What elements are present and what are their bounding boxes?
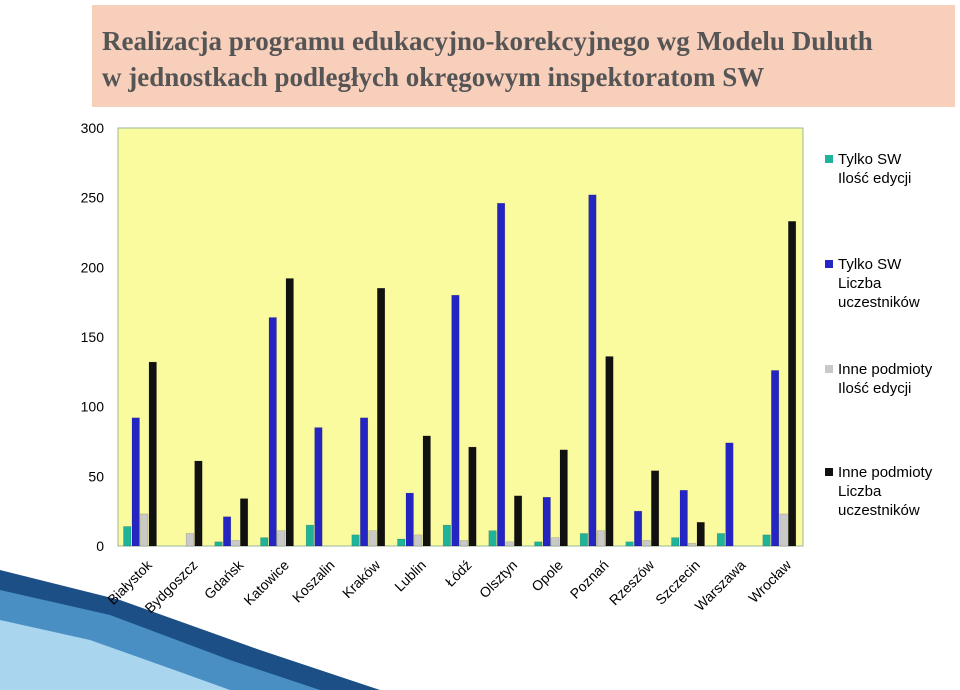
bar [788, 221, 797, 547]
legend-label: Inne podmioty Liczba uczestników [838, 464, 933, 519]
x-tick-label: Katowice [240, 557, 292, 609]
bar [223, 516, 232, 547]
bar [551, 537, 560, 547]
bar [779, 513, 788, 547]
bar [194, 460, 203, 547]
bar [488, 530, 497, 547]
bar [131, 417, 140, 547]
bar [414, 534, 423, 547]
bar [185, 533, 194, 547]
bar [148, 361, 157, 547]
legend-swatch [825, 468, 833, 476]
bar [214, 541, 223, 547]
bar [377, 287, 386, 547]
bar [514, 495, 523, 547]
x-tick-label: Wrocław [745, 556, 795, 606]
bar [579, 533, 588, 547]
bar [140, 513, 149, 547]
y-tick-label: 50 [88, 468, 104, 484]
bar [442, 524, 451, 547]
x-tick-label: Poznań [567, 557, 612, 602]
x-tick-label: Kraków [339, 556, 384, 601]
bar [625, 541, 634, 547]
bar [588, 194, 597, 547]
bar [277, 530, 286, 547]
bar [679, 490, 688, 547]
y-tick-label: 200 [81, 259, 105, 275]
bar [696, 522, 705, 547]
bar [762, 534, 771, 547]
legend-label: Tylko SW Liczba uczestników [838, 256, 920, 311]
chart-title: Realizacja programu edukacyjno-korekcyjn… [92, 5, 955, 107]
bar [688, 542, 697, 547]
bar [534, 541, 543, 547]
x-tick-label: Lublin [391, 557, 429, 595]
bar [422, 435, 431, 547]
bar [368, 530, 377, 547]
bar [351, 534, 360, 547]
x-tick-label: Rzeszów [606, 556, 658, 608]
bar [642, 540, 651, 547]
y-tick-label: 150 [81, 329, 105, 345]
bar [305, 524, 314, 547]
bar [716, 533, 725, 547]
y-tick-label: 0 [96, 538, 104, 554]
bar [451, 294, 460, 547]
bar [360, 417, 369, 547]
decoration [0, 620, 230, 690]
x-tick-label: Olsztyn [476, 557, 520, 601]
y-tick-label: 300 [81, 120, 105, 136]
bar [314, 427, 323, 547]
bar [671, 537, 680, 547]
legend-swatch [825, 260, 833, 268]
bar [651, 470, 660, 547]
bar [268, 317, 277, 547]
bar [725, 442, 734, 547]
bar [285, 278, 294, 547]
legend-swatch [825, 155, 833, 163]
bar [505, 541, 514, 547]
bar [634, 510, 643, 547]
bar [397, 538, 406, 547]
x-tick-label: Koszalin [289, 557, 338, 606]
bar [542, 496, 551, 547]
plot-area [117, 127, 804, 547]
bar [231, 540, 240, 547]
bar [771, 370, 780, 547]
bar [123, 526, 132, 547]
bar [240, 498, 249, 547]
legend-label: Inne podmioty Ilość edycji [838, 361, 933, 397]
y-tick-label: 250 [81, 190, 105, 206]
bar [497, 202, 506, 547]
x-tick-label: Gdańsk [201, 556, 247, 602]
bar [559, 449, 568, 547]
bar [459, 540, 468, 547]
bar [468, 446, 477, 547]
bar [605, 356, 614, 547]
bar [260, 537, 269, 547]
y-tick-label: 100 [81, 399, 105, 415]
bar [405, 492, 414, 547]
x-tick-label: Opole [528, 557, 566, 595]
x-tick-label: Łódź [442, 557, 475, 590]
bar [596, 530, 605, 547]
legend-label: Tylko SW Ilość edycji [838, 151, 912, 187]
legend-swatch [825, 365, 833, 373]
